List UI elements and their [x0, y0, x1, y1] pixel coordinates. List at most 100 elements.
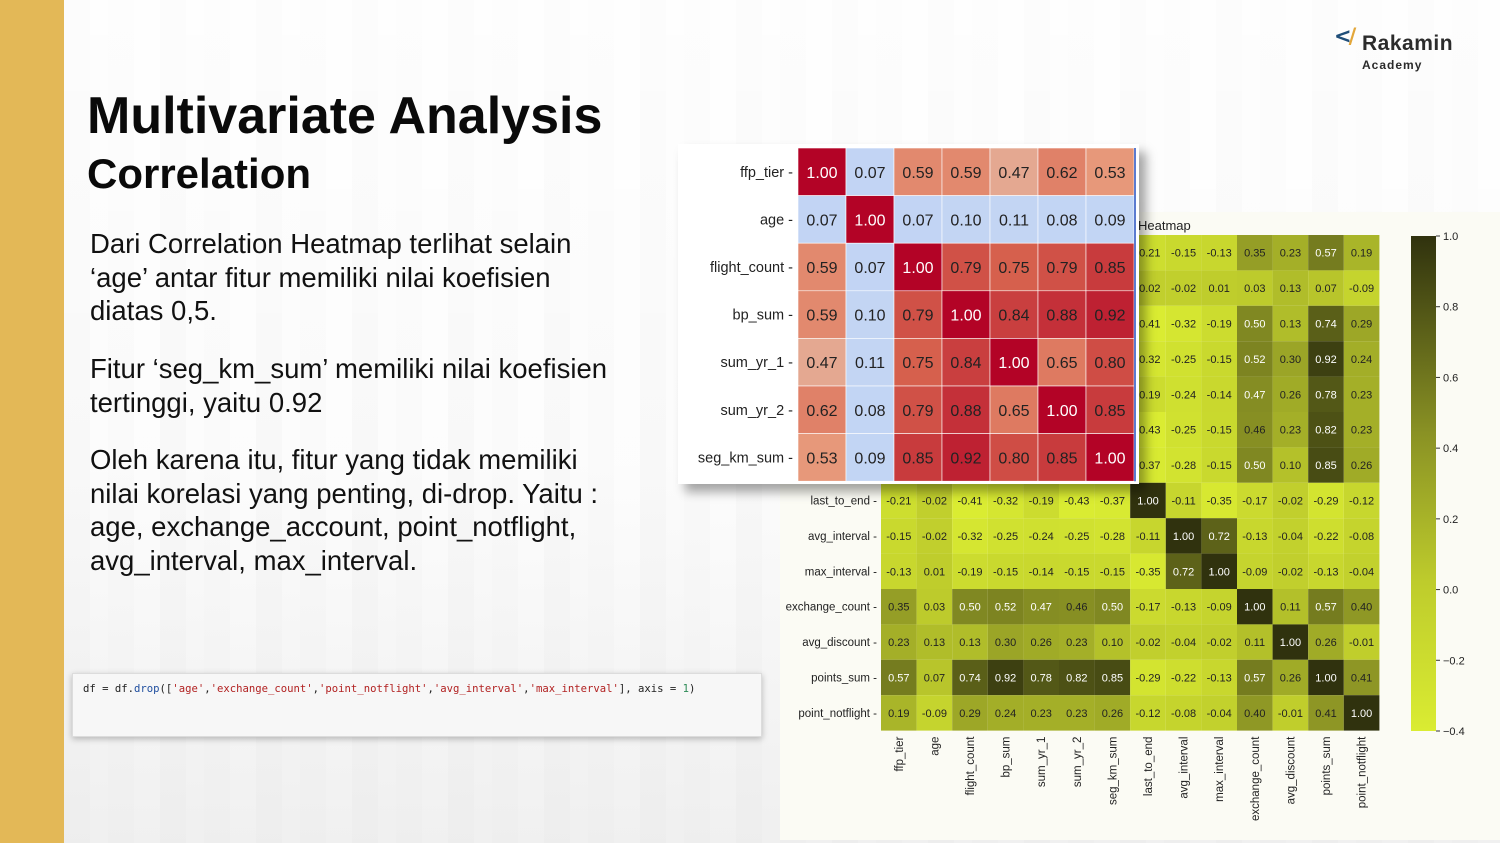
heatmap-cell [1130, 589, 1166, 625]
heatmap-cell-label: -0.09 [1242, 566, 1267, 578]
slide-subtitle: Correlation [87, 150, 312, 197]
heatmap-cell-label: 0.30 [995, 637, 1016, 649]
heatmap-cell-label: -0.17 [1135, 602, 1160, 614]
heatmap-zoom-cell [893, 195, 943, 244]
heatmap-cell-label: 0.74 [1315, 319, 1336, 331]
heatmap-col-label: avg_discount [1285, 736, 1297, 805]
heatmap-cell [987, 518, 1024, 554]
heatmap-zoom-cell [845, 195, 895, 244]
heatmap-zoom-cell-label: 0.65 [998, 403, 1029, 420]
heatmap-cell-label: 0.13 [924, 637, 945, 649]
logo-icon: </ [1334, 24, 1356, 48]
heatmap-zoom-cell-label: 0.08 [1046, 212, 1077, 229]
heatmap-col-label: seg_km_sum [1107, 737, 1119, 805]
heatmap-cell [1272, 659, 1309, 696]
heatmap-zoom-cell [1085, 433, 1135, 482]
heatmap-cell [1343, 270, 1380, 306]
heatmap-cell [952, 518, 988, 554]
heatmap-cell [916, 482, 953, 519]
heatmap-zoom-cell-label: 1.00 [806, 165, 837, 182]
heatmap-cell-label: 0.82 [1315, 425, 1336, 437]
heatmap-cell-label: -0.41 [1135, 319, 1160, 331]
heatmap-cell-label: 0.11 [1245, 637, 1266, 649]
heatmap-cell-label: 0.85 [1102, 673, 1123, 685]
heatmap-cell-label: 0.40 [1244, 708, 1265, 720]
heatmap-cell-label: -0.32 [993, 496, 1018, 508]
heatmap-zoom-cell-label: 0.11 [855, 355, 885, 372]
heatmap-zoom-row-label: ffp_tier - [740, 165, 793, 181]
heatmap-cell [1343, 305, 1380, 342]
heatmap-cell [1165, 589, 1202, 625]
heatmap-zoom-cell-label: 0.09 [854, 450, 885, 467]
heatmap-zoom-cell [845, 242, 895, 292]
heatmap-cell [1308, 235, 1344, 271]
heatmap-cell-label: -0.04 [1171, 637, 1196, 649]
heatmap-cell-label: -0.15 [993, 566, 1018, 578]
heatmap-row-label: exchange_count - [786, 602, 878, 614]
heatmap-cell-label: -0.02 [1278, 496, 1303, 508]
heatmap-cell-label: -0.28 [1171, 460, 1196, 472]
heatmap-col-label: point_notflight [1357, 736, 1369, 808]
heatmap-cell-label: 0.82 [1066, 673, 1087, 685]
heatmap-cell [1343, 376, 1380, 412]
heatmap-zoom: 1.00 0.07 0.59 0.59 0.47 0.62 0.53 ffp_tier - 0.… [678, 144, 1139, 484]
heatmap-cell-label: 0.50 [1102, 602, 1123, 614]
heatmap-cell-label: 0.23 [1351, 425, 1372, 437]
heatmap-cell-label: 0.24 [1351, 354, 1372, 366]
heatmap-cell-label: -0.43 [1135, 425, 1160, 437]
heatmap-cell [1165, 518, 1202, 554]
heatmap-cell [1237, 447, 1273, 483]
heatmap-cell [1308, 482, 1344, 519]
heatmap-zoom-cell [1037, 338, 1087, 387]
heatmap-zoom-cell [797, 195, 847, 244]
heatmap-cell [881, 695, 917, 731]
heatmap-zoom-cell-label: 1.00 [902, 260, 933, 277]
heatmap-cell-label: -0.13 [1207, 248, 1232, 260]
heatmap-cell-label: -0.08 [1171, 708, 1196, 720]
heatmap-zoom-cell [1085, 195, 1135, 244]
heatmap-cell-label: -0.13 [1207, 673, 1232, 685]
heatmap-cell-label: -0.35 [1207, 496, 1232, 508]
heatmap-cell-label: -0.41 [957, 496, 982, 508]
heatmap-cell-label: -0.13 [1242, 531, 1267, 543]
heatmap-zoom-cell-label: 0.85 [902, 450, 933, 467]
heatmap-cell-label: -0.29 [1135, 673, 1160, 685]
heatmap-cell-label: -0.21 [1135, 248, 1160, 260]
heatmap-zoom-cell-label: 0.92 [1094, 308, 1125, 325]
heatmap-cell [1272, 376, 1309, 412]
heatmap-cell [952, 553, 988, 589]
heatmap-zoom-cell [797, 290, 847, 339]
heatmap-cell-label: 0.19 [888, 708, 909, 720]
heatmap-zoom-cell-label: 0.59 [806, 260, 837, 277]
heatmap-cell-label: 1.00 [1173, 531, 1194, 543]
heatmap-zoom-cell-label: 0.92 [950, 450, 981, 467]
heatmap-cell [1201, 447, 1237, 483]
heatmap-cell-label: -0.01 [1349, 637, 1374, 649]
heatmap-cell [1308, 624, 1344, 660]
heatmap-zoom-cell-label: 0.07 [854, 165, 885, 182]
code-cell: df = df.drop(['age','exchange_count','po… [72, 673, 762, 737]
heatmap-cell-label: -0.29 [1313, 496, 1338, 508]
slide-title: Multivariate Analysis [87, 87, 603, 145]
heatmap-zoom-row-label: sum_yr_2 - [720, 403, 793, 419]
heatmap-col-label: flight_count [965, 736, 977, 796]
heatmap-cell [1237, 305, 1273, 342]
heatmap-zoom-cell-label: 0.07 [806, 212, 837, 229]
heatmap-cell [1059, 624, 1095, 660]
heatmap-zoom-cell-label: 0.85 [1046, 450, 1077, 467]
heatmap-zoom-cell-label: 1.00 [1094, 450, 1125, 467]
heatmap-cell-label: -0.15 [1100, 566, 1125, 578]
heatmap-zoom-cell-label: 1.00 [854, 212, 885, 229]
heatmap-zoom-cell [989, 338, 1039, 387]
heatmap-zoom-cell [893, 433, 943, 482]
heatmap-cell [1343, 659, 1380, 696]
heatmap-cell [1272, 482, 1309, 519]
heatmap-zoom-cell [845, 147, 895, 196]
heatmap-cell-label: 0.41 [1315, 708, 1336, 720]
heatmap-cell [1165, 341, 1202, 377]
heatmap-cell-label: 0.52 [1244, 354, 1265, 366]
heatmap-cell [1165, 305, 1202, 342]
heatmap-cell [987, 659, 1024, 696]
heatmap-zoom-cell [845, 433, 895, 482]
heatmap-cell [1237, 412, 1273, 448]
